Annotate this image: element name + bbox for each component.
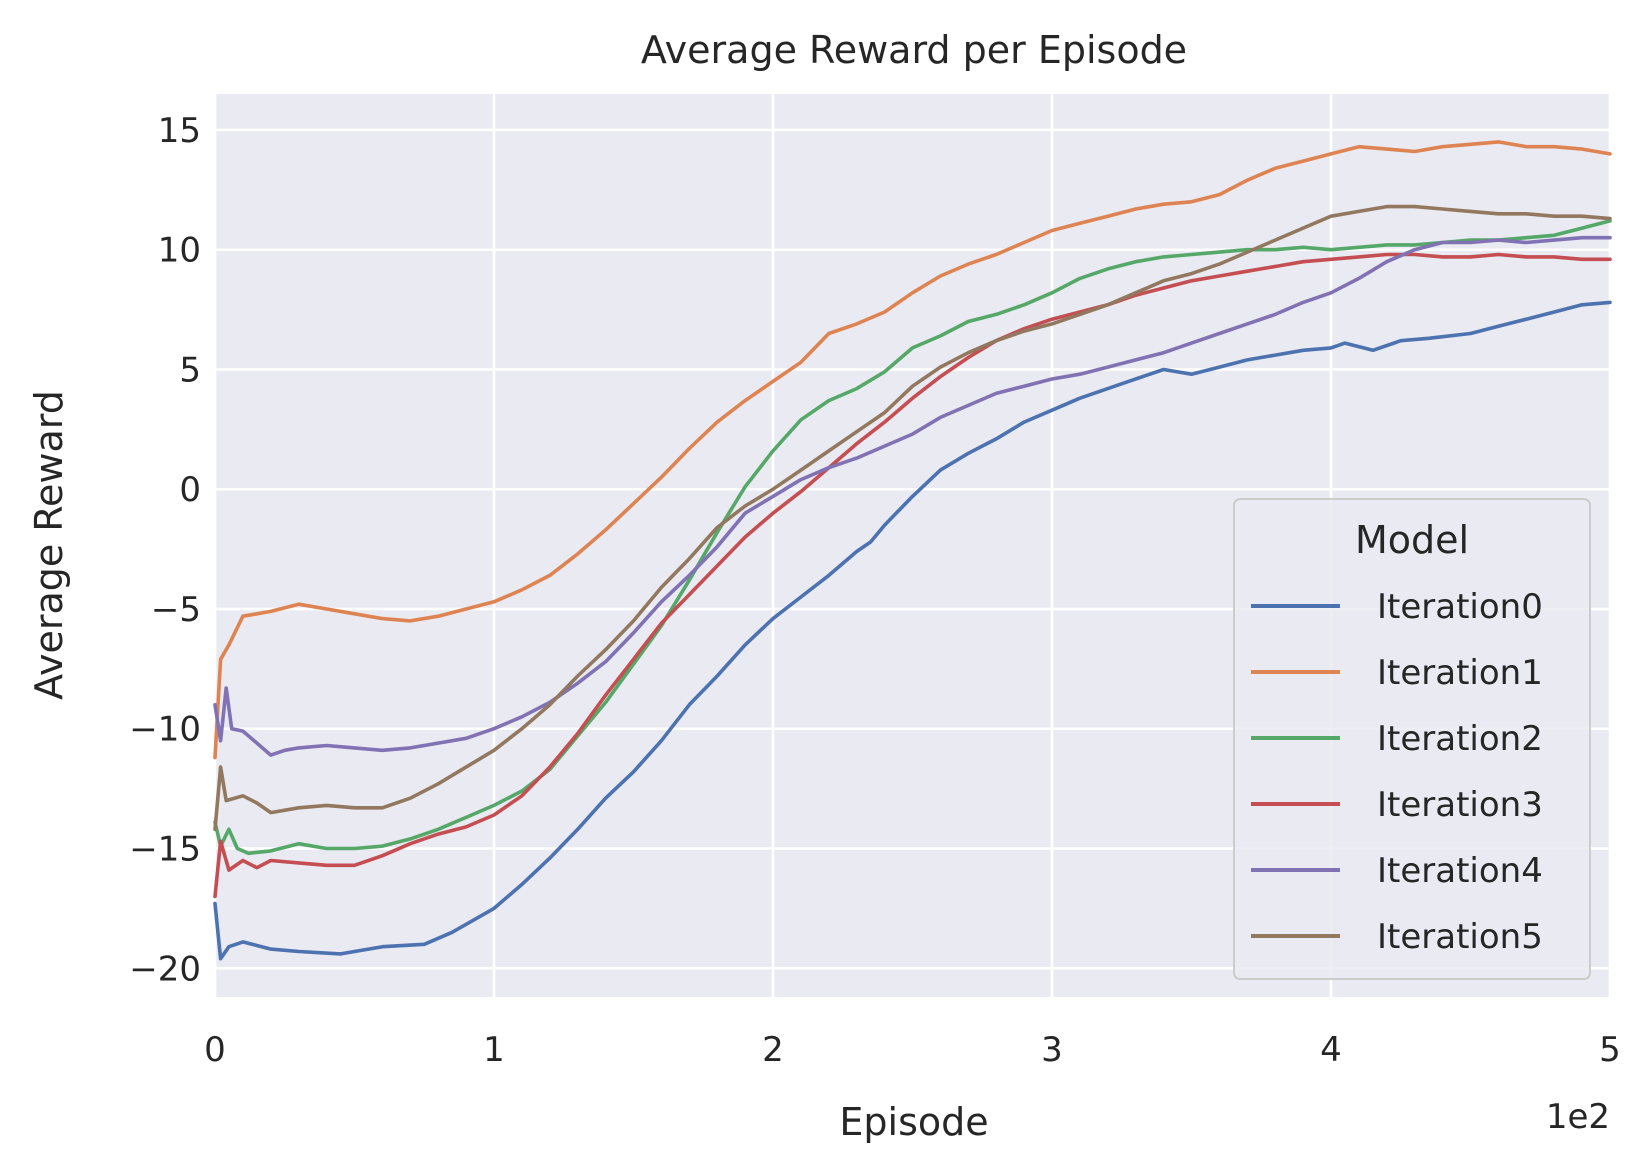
series-lines: [213, 140, 1612, 961]
x-tick-label: 2: [762, 1030, 784, 1070]
x-axis-ticks: 0 1 2 3 4 5: [204, 1030, 1621, 1070]
legend-box: [1233, 498, 1591, 980]
legend-entry: Iteration3: [1377, 785, 1543, 825]
x-tick-label: 1: [483, 1030, 505, 1070]
legend-title: Model: [1355, 518, 1469, 562]
y-axis-ticks: −20 −15 −10 −5 0 5 10 15: [129, 111, 201, 989]
series-line-iteration3: [213, 252, 1612, 899]
legend-entry: Iteration5: [1377, 917, 1543, 957]
series-line-iteration2: [213, 219, 1612, 856]
legend-items: Iteration0 Iteration1 Iteration2 Iteration3…: [1251, 587, 1543, 957]
legend-entry: Iteration4: [1377, 851, 1543, 891]
legend-entry: Iteration2: [1377, 719, 1543, 759]
y-tick-label: −5: [151, 590, 201, 630]
series-line-iteration4: [213, 235, 1612, 757]
y-tick-label: −10: [129, 710, 201, 750]
x-axis-label: Episode: [839, 1100, 988, 1144]
x-tick-label: 3: [1041, 1030, 1063, 1070]
y-axis-label: Average Reward: [27, 390, 71, 700]
series-line-iteration5: [213, 204, 1612, 832]
series-line-iteration0: [213, 300, 1612, 961]
x-tick-label: 4: [1320, 1030, 1342, 1070]
y-tick-label: 5: [179, 350, 201, 390]
legend-entry: Iteration0: [1377, 587, 1543, 627]
legend: Model Iteration0Iteration1Iteration2Iter…: [1233, 498, 1591, 980]
legend-entry: Iteration1: [1377, 653, 1543, 693]
chart-title: Average Reward per Episode: [641, 28, 1187, 72]
x-tick-label: 5: [1599, 1030, 1621, 1070]
y-tick-label: −15: [129, 829, 201, 869]
x-axis-offset-label: 1e2: [1546, 1097, 1610, 1137]
x-tick-label: 0: [204, 1030, 226, 1070]
y-tick-label: 10: [158, 231, 201, 271]
y-tick-label: −20: [129, 949, 201, 989]
series-line-iteration1: [213, 140, 1612, 760]
y-tick-label: 0: [179, 470, 201, 510]
y-tick-label: 15: [158, 111, 201, 151]
